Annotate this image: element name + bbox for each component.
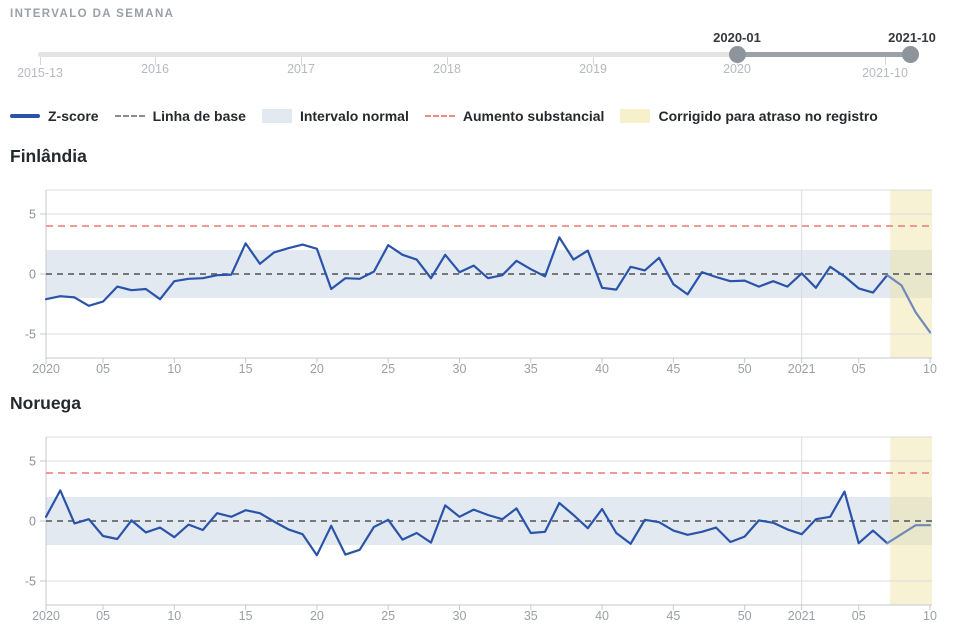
normal-range-swatch bbox=[261, 109, 292, 123]
slider-tick bbox=[301, 57, 302, 65]
x-axis-label: 20 bbox=[310, 609, 324, 623]
x-axis-label: 35 bbox=[524, 362, 538, 376]
x-axis-label: 05 bbox=[96, 609, 110, 623]
x-axis-label: 25 bbox=[381, 609, 395, 623]
legend-item-zscore: Z-score bbox=[10, 108, 99, 124]
baseline-dash-swatch bbox=[114, 115, 145, 117]
x-axis-label: 15 bbox=[239, 609, 253, 623]
x-axis-label: 50 bbox=[738, 609, 752, 623]
slider-tick-label: 2015-13 bbox=[17, 66, 63, 80]
chart-title-noruega: Noruega bbox=[10, 393, 81, 413]
slider-tick bbox=[40, 57, 41, 65]
legend-label: Aumento substancial bbox=[462, 108, 605, 124]
chart-legend: Z-score Linha de base Intervalo normal A… bbox=[10, 108, 878, 124]
legend-label: Intervalo normal bbox=[299, 108, 409, 124]
x-axis-label: 30 bbox=[453, 609, 467, 623]
slider-tick bbox=[155, 57, 156, 65]
x-axis-label: 10 bbox=[923, 362, 937, 376]
x-axis-label: 40 bbox=[595, 362, 609, 376]
week-interval-heading: INTERVALO DA SEMANA bbox=[10, 8, 175, 20]
legend-item-baseline: Linha de base bbox=[114, 108, 246, 124]
y-axis-label: 5 bbox=[29, 208, 36, 222]
x-axis-label: 2021 bbox=[788, 362, 816, 376]
y-axis-label: 0 bbox=[29, 268, 36, 282]
x-axis-label: 30 bbox=[453, 362, 467, 376]
legend-label: Corrigido para atraso no registro bbox=[658, 108, 878, 124]
slider-tick-label: 2016 bbox=[141, 62, 169, 76]
slider-tick bbox=[447, 57, 448, 65]
slider-tick-label: 2018 bbox=[433, 62, 461, 76]
x-axis-label: 05 bbox=[852, 609, 866, 623]
x-axis-label: 05 bbox=[852, 362, 866, 376]
x-axis-label: 25 bbox=[381, 362, 395, 376]
x-axis-label: 45 bbox=[666, 362, 680, 376]
slider-tick bbox=[593, 57, 594, 65]
x-axis-label: 50 bbox=[738, 362, 752, 376]
zscore-line bbox=[44, 236, 889, 307]
zscore-line-corrected bbox=[886, 274, 932, 334]
x-axis-label: 2020 bbox=[32, 609, 60, 623]
delay-corrected-swatch bbox=[620, 109, 651, 123]
legend-label: Linha de base bbox=[152, 108, 246, 124]
slider-handle-start[interactable] bbox=[728, 46, 746, 63]
slider-selected-range[interactable] bbox=[737, 52, 910, 57]
y-axis-label: -5 bbox=[25, 575, 36, 589]
slider-tick-label: 2020 bbox=[723, 62, 751, 76]
slider-handle-end[interactable] bbox=[901, 46, 919, 63]
slider-end-value: 2021-10 bbox=[888, 30, 936, 45]
x-axis-label: 2020 bbox=[32, 362, 60, 376]
y-axis-label: 5 bbox=[29, 455, 36, 469]
slider-tick-label: 2017 bbox=[287, 62, 315, 76]
x-axis-label: 05 bbox=[96, 362, 110, 376]
x-axis-label: 15 bbox=[239, 362, 253, 376]
legend-item-substantial-increase: Aumento substancial bbox=[424, 108, 605, 124]
slider-tick-label: 2019 bbox=[579, 62, 607, 76]
x-axis-label: 10 bbox=[167, 362, 181, 376]
x-axis-label: 2021 bbox=[788, 609, 816, 623]
zscore-line bbox=[44, 489, 889, 557]
slider-tick bbox=[885, 57, 886, 65]
x-axis-label: 45 bbox=[666, 609, 680, 623]
zscore-line-corrected bbox=[886, 524, 932, 545]
slider-tick-label: 2021-10 bbox=[862, 66, 908, 80]
x-axis-label: 10 bbox=[167, 609, 181, 623]
substantial-increase-swatch bbox=[424, 115, 455, 117]
slider-start-value: 2020-01 bbox=[713, 30, 761, 45]
zscore-line-swatch bbox=[10, 114, 40, 118]
legend-item-delay-corrected: Corrigido para atraso no registro bbox=[620, 108, 878, 124]
y-axis-label: 0 bbox=[29, 515, 36, 529]
x-axis-label: 10 bbox=[923, 609, 937, 623]
x-axis-label: 35 bbox=[524, 609, 538, 623]
x-axis-label: 20 bbox=[310, 362, 324, 376]
legend-item-normal-range: Intervalo normal bbox=[261, 108, 409, 124]
legend-label: Z-score bbox=[48, 108, 99, 124]
x-axis-label: 40 bbox=[595, 609, 609, 623]
slider-track[interactable] bbox=[38, 52, 918, 57]
chart-title-finlandia: Finlândia bbox=[10, 146, 87, 166]
y-axis-label: -5 bbox=[25, 328, 36, 342]
